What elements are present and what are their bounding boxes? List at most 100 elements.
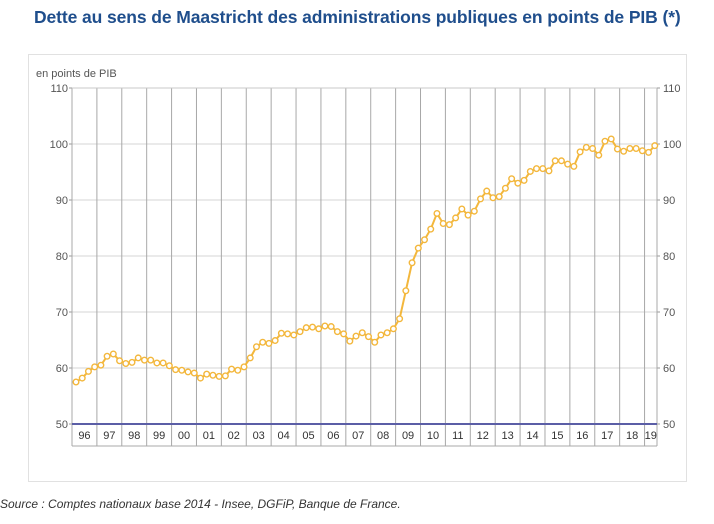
data-point <box>551 157 559 165</box>
data-point <box>408 259 416 267</box>
y-tick-label-left: 70 <box>56 307 68 319</box>
x-tick-label: 98 <box>128 430 140 442</box>
data-point <box>389 325 397 333</box>
data-point <box>651 142 659 150</box>
data-point <box>91 363 99 371</box>
data-point <box>234 366 242 374</box>
data-point <box>601 137 609 145</box>
series-line <box>75 137 656 383</box>
data-point <box>595 151 603 159</box>
y-tick-label-right: 90 <box>663 195 675 207</box>
debt-series-line <box>75 137 656 383</box>
data-point <box>445 221 453 229</box>
data-point <box>539 165 547 173</box>
data-point <box>277 329 285 337</box>
data-point <box>645 148 653 156</box>
data-point <box>632 144 640 152</box>
y-axis-title: en points de PIB <box>36 68 117 80</box>
data-point <box>427 225 435 233</box>
data-point <box>477 195 485 203</box>
x-tick-label: 13 <box>502 430 514 442</box>
y-tick-label-left: 50 <box>56 419 68 431</box>
data-point <box>116 357 124 365</box>
data-point <box>439 220 447 228</box>
data-point <box>564 160 572 168</box>
x-tick-label: 15 <box>551 430 563 442</box>
y-tick-label-left: 90 <box>56 195 68 207</box>
x-tick-label: 03 <box>253 430 265 442</box>
y-tick-label-left: 80 <box>56 251 68 263</box>
data-point <box>259 338 267 346</box>
data-point <box>570 162 578 170</box>
data-point <box>72 378 80 386</box>
data-point <box>153 359 161 367</box>
data-point <box>483 187 491 195</box>
source-note: Source : Comptes nationaux base 2014 - I… <box>0 497 401 511</box>
data-point <box>302 324 310 332</box>
x-tick-label: 96 <box>78 430 90 442</box>
x-tick-label: 97 <box>103 430 115 442</box>
y-tick-label-right: 110 <box>663 83 681 95</box>
data-point <box>221 372 229 380</box>
data-point <box>346 337 354 345</box>
data-point <box>383 329 391 337</box>
data-point <box>190 369 198 377</box>
y-tick-label-right: 50 <box>663 419 675 431</box>
data-point <box>433 209 441 217</box>
data-point <box>315 325 323 333</box>
x-tick-label: 12 <box>477 430 489 442</box>
data-point <box>209 371 217 379</box>
data-point <box>576 148 584 156</box>
data-point <box>495 193 503 201</box>
data-point <box>626 144 634 152</box>
data-point <box>470 207 478 215</box>
data-point <box>452 214 460 222</box>
x-tick-label: 00 <box>178 430 190 442</box>
data-point <box>557 157 565 165</box>
data-point <box>526 167 534 175</box>
data-point <box>365 333 373 341</box>
x-tick-label: 11 <box>452 430 463 442</box>
data-point <box>421 236 429 244</box>
data-point <box>352 332 360 340</box>
data-point <box>371 338 379 346</box>
data-point <box>184 368 192 376</box>
chart-title: Dette au sens de Maastricht des administ… <box>34 7 681 27</box>
data-point <box>520 176 528 184</box>
data-point <box>265 339 273 347</box>
data-point <box>240 363 248 371</box>
x-tick-label: 17 <box>601 430 613 442</box>
data-point <box>396 315 404 323</box>
y-tick-label-left: 110 <box>50 83 68 95</box>
x-tick-label: 08 <box>377 430 389 442</box>
data-point <box>134 354 142 362</box>
data-point <box>172 366 180 374</box>
data-point <box>159 359 167 367</box>
data-point <box>607 135 615 143</box>
data-point <box>340 330 348 338</box>
data-point <box>308 323 316 331</box>
data-point <box>246 354 254 362</box>
data-point <box>589 144 597 152</box>
data-point <box>109 350 117 358</box>
x-tick-label: 07 <box>352 430 364 442</box>
data-point <box>508 175 516 183</box>
data-point <box>140 356 148 364</box>
y-tick-label-right: 100 <box>663 139 681 151</box>
x-tick-label: 10 <box>427 430 439 442</box>
series-points <box>72 135 659 386</box>
data-point <box>284 330 292 338</box>
data-point <box>321 322 329 330</box>
x-tick-label: 99 <box>153 430 165 442</box>
data-point <box>103 352 111 360</box>
y-tick-label-right: 80 <box>663 251 675 263</box>
x-tick-label: 02 <box>228 430 240 442</box>
data-point <box>501 184 509 192</box>
data-point <box>228 365 236 373</box>
y-tick-label-left: 60 <box>56 363 68 375</box>
data-point <box>464 211 472 219</box>
data-point <box>296 328 304 336</box>
data-point <box>97 361 105 369</box>
data-point <box>533 165 541 173</box>
